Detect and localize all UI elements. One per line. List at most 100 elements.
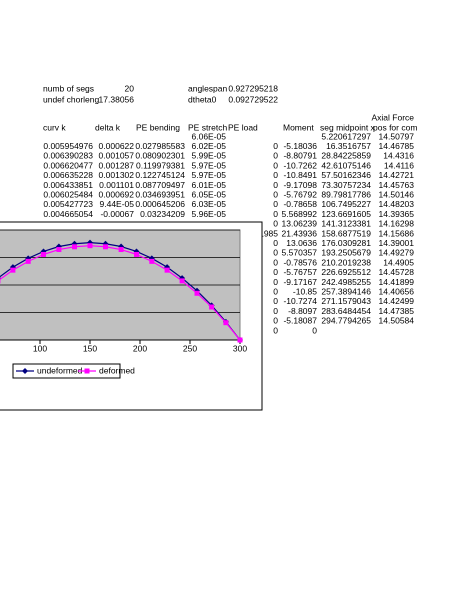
cell: -10.7274 xyxy=(283,296,317,306)
cell: 14.42721 xyxy=(379,170,415,180)
x-tick-label: 200 xyxy=(133,343,147,353)
cell: 0 xyxy=(273,199,278,209)
marker xyxy=(10,267,16,273)
x-tick-label: 100 xyxy=(33,343,47,353)
cell: 16.3516757 xyxy=(326,141,371,151)
legend-label: undeformed xyxy=(37,365,83,375)
cell: 0 xyxy=(273,325,278,335)
cell: 13.06239 xyxy=(282,219,318,229)
cell: 0.122745124 xyxy=(135,170,185,180)
x-tick-label: 300 xyxy=(233,343,247,353)
cell: 5.220617297 xyxy=(321,131,371,141)
cell: 14.16298 xyxy=(379,219,415,229)
cell: 242.4985255 xyxy=(321,277,371,287)
cell: 0 xyxy=(273,248,278,258)
cell: 0 xyxy=(273,219,278,229)
param-label: anglespan xyxy=(188,83,228,93)
cell: 0.001287 xyxy=(99,160,135,170)
marker xyxy=(164,267,170,273)
cell: 193.2505679 xyxy=(321,248,371,258)
cell: 14.49279 xyxy=(379,248,415,258)
cell: 0 xyxy=(273,286,278,296)
marker xyxy=(103,244,108,250)
cell: 0 xyxy=(273,267,278,277)
cell: 0.001057 xyxy=(99,151,135,161)
cell: 14.39001 xyxy=(379,238,415,248)
legend-label: deformed xyxy=(99,365,135,375)
cell: 5.97E-05 xyxy=(192,160,227,170)
cell: 14.50797 xyxy=(379,131,415,141)
cell: 0 xyxy=(273,141,278,151)
cell: 5.99E-05 xyxy=(192,151,227,161)
cell: 0.080902301 xyxy=(135,151,185,161)
param-label: undef chorleng xyxy=(43,94,100,104)
cell: -10.8491 xyxy=(283,170,317,180)
cell: 14.15686 xyxy=(379,228,415,238)
cell: -5.18087 xyxy=(283,316,317,326)
header-cell: PE stretch xyxy=(188,122,227,132)
legend-box xyxy=(12,363,121,379)
cell: 0 xyxy=(273,209,278,219)
cell: -9.17098 xyxy=(283,180,317,190)
cell: 6.01E-05 xyxy=(192,180,227,190)
legend: undeformed deformed xyxy=(12,363,135,379)
cell: 0.000692 xyxy=(99,189,135,199)
marker xyxy=(237,337,243,343)
cell: 5.568992 xyxy=(282,209,318,219)
cell: 14.46785 xyxy=(379,141,415,151)
cell: -8.80791 xyxy=(283,151,317,161)
cell: 0.006025484 xyxy=(43,189,93,199)
marker xyxy=(41,251,46,257)
cell: 294.7794265 xyxy=(321,316,371,326)
cell: -0.78658 xyxy=(283,199,317,209)
cell: 71985 xyxy=(254,228,278,238)
cell: 0.000622 xyxy=(99,141,135,151)
cell: 14.4905 xyxy=(383,257,414,267)
cell: 0 xyxy=(273,296,278,306)
cell: -5.76792 xyxy=(283,189,317,199)
header-cell: seg midpoint x xyxy=(320,122,376,132)
cell: 13.0636 xyxy=(286,238,317,248)
cell: 14.50146 xyxy=(379,189,415,199)
cell: 0 xyxy=(273,238,278,248)
cell: -0.78576 xyxy=(283,257,317,267)
cell: -10.7262 xyxy=(283,160,317,170)
cell: 73.30757234 xyxy=(321,180,371,190)
param-value: 0.927295218 xyxy=(228,83,278,93)
param-value: 0.092729522 xyxy=(228,94,278,104)
cell: -10.85 xyxy=(293,286,317,296)
cell: 14.48203 xyxy=(379,199,415,209)
cell: 14.50584 xyxy=(379,316,415,326)
cell: 283.6484454 xyxy=(321,306,371,316)
cell: -5.76757 xyxy=(283,267,317,277)
cell: 0 xyxy=(273,189,278,199)
cell: 257.3894146 xyxy=(321,286,371,296)
marker xyxy=(87,243,93,249)
cell: 14.42499 xyxy=(379,296,415,306)
cell: -5.18036 xyxy=(283,141,317,151)
param-label: numb of segs xyxy=(43,83,94,93)
param-value: 17.38056 xyxy=(99,94,135,104)
param-label: dtheta0 xyxy=(188,94,217,104)
cell: 0 xyxy=(273,160,278,170)
cell: 226.6925512 xyxy=(321,267,371,277)
cell: 6.05E-05 xyxy=(192,189,227,199)
cell: 6.06E-05 xyxy=(192,131,227,141)
marker xyxy=(56,247,62,253)
header-cell: curv k xyxy=(43,122,66,132)
cell: 14.45763 xyxy=(379,180,415,190)
cell: 210.2019238 xyxy=(321,257,371,267)
header-cell: PE load xyxy=(228,122,258,132)
cell: 123.6691605 xyxy=(321,209,371,219)
marker xyxy=(72,244,77,250)
cell: 6.02E-05 xyxy=(192,141,227,151)
cell: 14.4316 xyxy=(383,151,414,161)
cell: 0.005954976 xyxy=(43,141,93,151)
cell: 0.087709497 xyxy=(135,180,185,190)
header-cell: PE bending xyxy=(136,122,180,132)
cell: 0 xyxy=(273,306,278,316)
cell: 14.4116 xyxy=(384,160,414,170)
cell: 57.50162346 xyxy=(321,170,371,180)
cell: 0 xyxy=(273,277,278,287)
header-cell: delta k xyxy=(95,122,121,132)
